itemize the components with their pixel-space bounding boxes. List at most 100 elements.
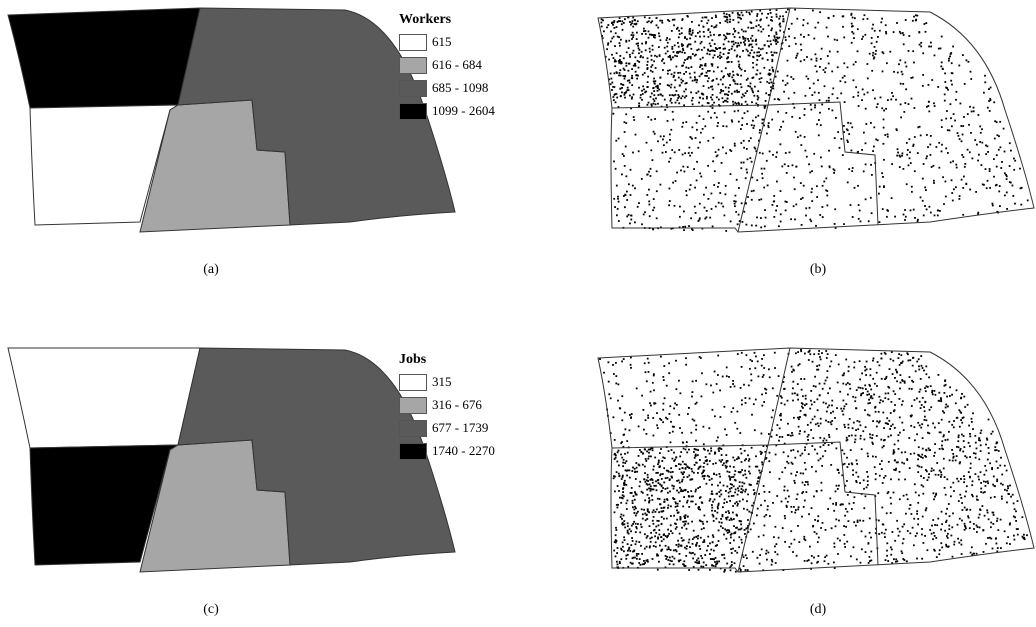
dot-southwest <box>648 188 650 191</box>
dot-east <box>829 365 831 368</box>
dot-southwest <box>712 515 715 517</box>
dot-east <box>842 407 845 410</box>
dot-northwest <box>742 30 745 33</box>
dot-northwest <box>771 387 774 390</box>
dot-east <box>901 400 904 403</box>
dot-east <box>783 90 785 93</box>
dot-east <box>922 52 925 55</box>
dot-northwest <box>627 69 630 72</box>
dot-east <box>905 183 908 186</box>
dot-south_central <box>835 518 838 521</box>
dot-southwest <box>634 556 636 559</box>
dot-northwest <box>669 405 672 408</box>
caption-c: (c) <box>203 602 219 617</box>
dot-east <box>946 478 949 481</box>
dot-east <box>893 451 896 454</box>
dot-southwest <box>680 545 683 547</box>
dot-northwest <box>777 375 780 377</box>
dot-east <box>927 105 930 107</box>
dot-northwest <box>638 86 640 89</box>
dot-east <box>918 125 921 128</box>
dot-southwest <box>708 460 711 462</box>
dot-northwest <box>661 59 663 62</box>
dot-southwest <box>624 206 626 209</box>
dot-northwest <box>773 36 776 39</box>
dot-south_central <box>794 456 797 459</box>
dot-east <box>814 26 817 29</box>
dot-southwest <box>725 465 728 468</box>
dot-east <box>945 512 947 515</box>
dot-southwest <box>614 475 616 478</box>
dot-east <box>977 211 980 214</box>
dot-east <box>946 395 948 398</box>
dot-northwest <box>769 73 772 75</box>
dot-east <box>843 405 846 408</box>
dot-northwest <box>642 85 645 88</box>
dot-east <box>892 359 895 362</box>
dot-southwest <box>660 473 662 476</box>
dot-east <box>856 28 859 31</box>
dot-northwest <box>713 370 716 373</box>
dot-southwest <box>716 511 719 514</box>
dot-southwest <box>764 458 767 460</box>
dot-east <box>852 473 854 476</box>
dot-east <box>846 438 849 441</box>
dot-northwest <box>733 385 736 388</box>
dot-southwest <box>694 453 697 456</box>
dot-southwest <box>670 467 672 470</box>
dot-east <box>826 55 829 57</box>
dot-southwest <box>621 523 624 526</box>
dot-northwest <box>778 17 781 20</box>
dot-southwest <box>644 465 646 468</box>
dot-southwest <box>633 508 636 511</box>
dot-east <box>907 359 910 362</box>
dot-east <box>993 137 996 140</box>
dot-northwest <box>730 48 733 50</box>
dot-south_central <box>790 218 792 221</box>
dot-southwest <box>634 221 636 224</box>
dot-east <box>987 418 990 421</box>
dot-southwest <box>742 139 745 142</box>
dot-southwest <box>705 564 708 566</box>
dot-southwest <box>711 506 714 509</box>
dot-east <box>875 49 877 52</box>
dot-southwest <box>665 141 668 144</box>
dot-south_central <box>760 217 762 219</box>
dot-south_central <box>825 177 828 180</box>
dot-east <box>891 423 894 426</box>
dot-northwest <box>646 103 649 106</box>
dot-east <box>1005 469 1008 472</box>
dot-northwest <box>676 28 678 30</box>
dot-southwest <box>683 489 686 492</box>
dot-east <box>806 435 809 438</box>
dot-east <box>996 134 999 137</box>
dot-northwest <box>668 84 670 87</box>
legend-item: 616 - 684 <box>399 55 495 75</box>
dot-southwest <box>695 461 698 464</box>
dot-east <box>953 540 956 543</box>
dot-south_central <box>825 554 828 557</box>
dot-southwest <box>750 484 752 486</box>
dot-south_central <box>864 535 867 538</box>
dot-southwest <box>758 131 761 134</box>
dot-east <box>963 522 966 525</box>
dot-northwest <box>615 362 617 364</box>
dot-northwest <box>697 32 699 34</box>
dot-southwest <box>736 458 738 460</box>
dot-east <box>874 53 877 55</box>
dot-southwest <box>712 558 715 560</box>
dot-southwest <box>656 568 659 571</box>
dot-east <box>968 424 970 427</box>
dot-south_central <box>750 190 753 193</box>
dot-northwest <box>659 417 661 420</box>
dot-south_central <box>819 124 822 127</box>
dot-south_central <box>801 481 804 484</box>
dot-southwest <box>637 523 639 525</box>
dot-southwest <box>644 211 646 214</box>
dot-southwest <box>715 155 718 158</box>
dot-east <box>819 436 822 439</box>
dot-east <box>1020 203 1023 206</box>
dot-east <box>961 502 963 504</box>
dot-south_central <box>808 206 811 209</box>
dot-south_central <box>774 525 777 528</box>
